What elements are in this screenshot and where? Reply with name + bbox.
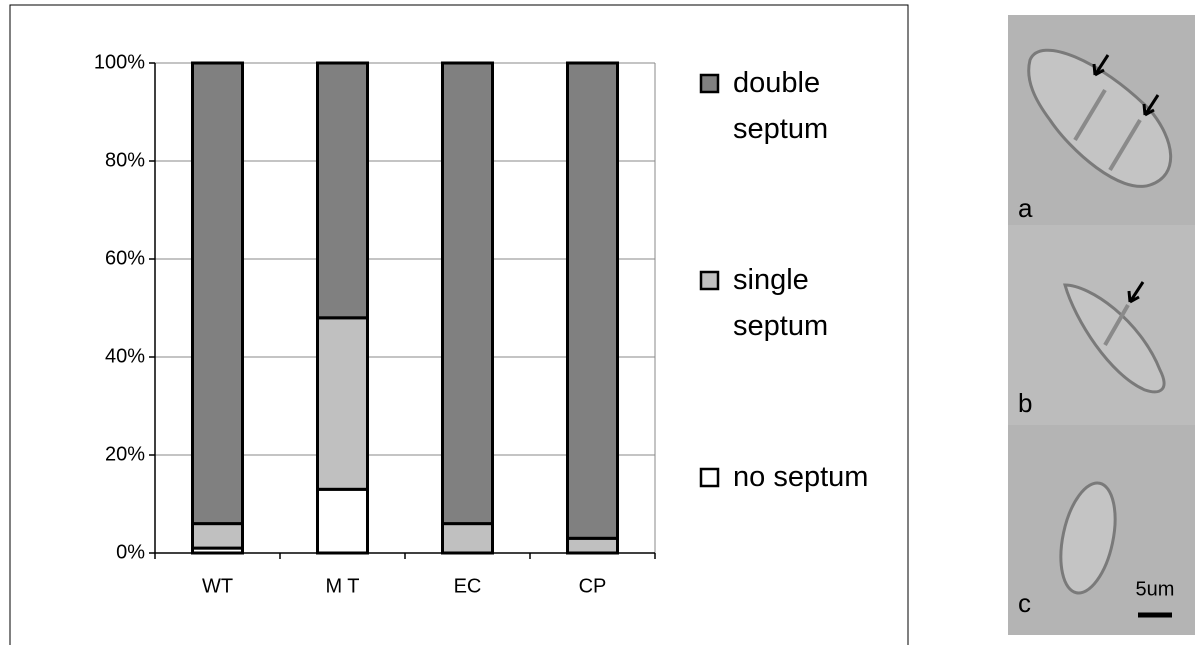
- x-tick-label: CP: [579, 575, 607, 597]
- bar-segment: [193, 63, 243, 524]
- bar-segment: [443, 524, 493, 553]
- y-tick-label: 20%: [105, 443, 145, 465]
- legend-label: no septum: [733, 454, 873, 500]
- legend-swatch: [701, 469, 718, 486]
- figure: a b c 5um 0% 20% 40% 60% 80% 100% WT M T EC CP: [0, 0, 1195, 645]
- panel-label: b: [1018, 388, 1032, 418]
- legend-label: double septum: [733, 60, 873, 152]
- bar-segment: [318, 318, 368, 490]
- bar-segment: [568, 63, 618, 538]
- y-tick-label: 100%: [94, 51, 145, 73]
- legend-swatch: [701, 272, 718, 289]
- y-tick-label: 0%: [116, 541, 145, 563]
- bar-segment: [568, 538, 618, 553]
- bar-segment: [318, 489, 368, 553]
- legend-swatch: [701, 75, 718, 92]
- x-tick-label: M T: [325, 575, 359, 597]
- bar-segment: [443, 63, 493, 524]
- bar-segment: [318, 63, 368, 318]
- micrograph: a b c 5um: [1008, 15, 1195, 635]
- panel-label: c: [1018, 588, 1031, 618]
- panel-label: a: [1018, 193, 1033, 223]
- scale-label: 5um: [1136, 578, 1175, 600]
- legend-label: single septum: [733, 257, 873, 349]
- x-tick-label: EC: [454, 575, 482, 597]
- y-tick-label: 60%: [105, 247, 145, 269]
- y-tick-label: 80%: [105, 149, 145, 171]
- y-tick-label: 40%: [105, 345, 145, 367]
- bar-segment: [193, 524, 243, 549]
- page: {"chart_data": {"type": "stacked-bar", "…: [0, 0, 1195, 645]
- x-tick-label: WT: [202, 575, 233, 597]
